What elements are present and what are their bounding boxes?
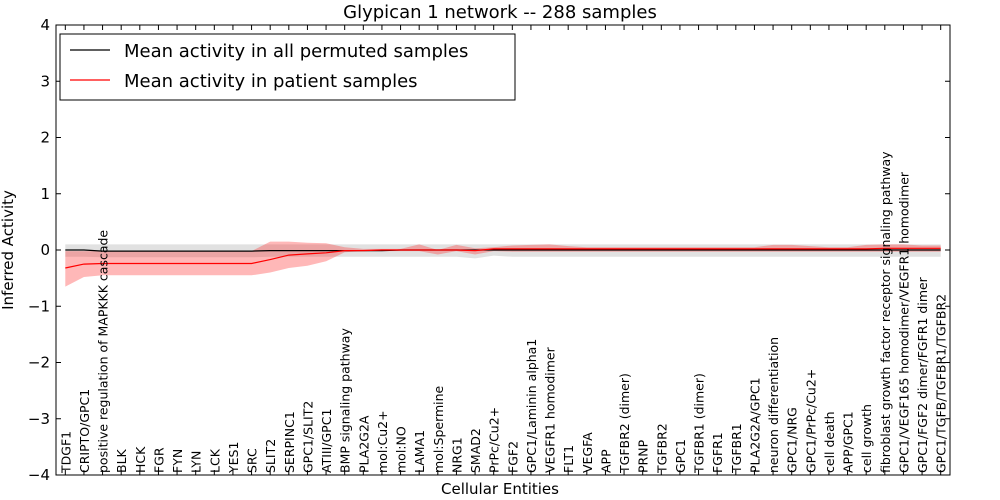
series-lines	[65, 247, 941, 269]
x-tick-label: FGF2	[505, 441, 520, 473]
line-permuted	[65, 249, 941, 252]
x-tick-label: YES1	[226, 442, 241, 474]
x-tick-label: GPC1/NRG	[785, 407, 800, 473]
confidence-bands	[65, 241, 941, 287]
x-tick-label: FLT1	[561, 445, 576, 473]
x-tick-label: PLA2G2A/GPC1	[747, 377, 762, 473]
x-tick-label: cell death	[822, 411, 837, 473]
y-tick-label: −4	[28, 466, 50, 484]
y-axis: −4 −3 −2 −1 0 1 2 3 4	[28, 16, 950, 484]
x-tick-label: SRC	[245, 448, 260, 473]
y-tick-label: 2	[40, 129, 50, 147]
x-tick-label: HCK	[133, 446, 148, 473]
x-tick-label: TGFBR2	[654, 423, 669, 474]
x-tick-label: PRNP	[636, 439, 651, 473]
x-tick-label: GPC1/SLIT2	[300, 401, 315, 473]
x-tick-label: GPC1/PrPc/Cu2+	[803, 369, 818, 473]
x-tick-label: VEGFR1 homodimer	[543, 346, 558, 473]
y-tick-label: 3	[40, 72, 50, 90]
y-tick-label: 0	[40, 241, 50, 259]
x-tick-label: TGFBR1	[729, 423, 744, 474]
chart-title: Glypican 1 network -- 288 samples	[343, 2, 657, 23]
x-axis: TDGF1 CRIPTO/GPC1 positive regulation of M…	[58, 25, 949, 475]
x-tick-label: GPC1	[673, 439, 688, 473]
x-tick-label: mol:NO	[394, 426, 409, 473]
x-tick-label: GPC1/VEGF165 homodimer/VEGFR1 homodimer	[896, 171, 911, 473]
y-tick-label: −2	[28, 354, 50, 372]
x-tick-label: FYN	[170, 449, 185, 473]
x-tick-label: GPC1/Laminin alpha1	[524, 339, 539, 473]
x-tick-label: BMP signaling pathway	[338, 328, 353, 473]
x-tick-label: NRG1	[449, 437, 464, 473]
x-tick-label: neuron differentiation	[766, 337, 781, 473]
y-tick-label: −3	[28, 410, 50, 428]
y-tick-label: 4	[40, 16, 50, 34]
legend-box	[59, 33, 516, 101]
x-tick-label: GPC1/FGF2 dimer/FGFR1 dimer	[915, 276, 930, 473]
x-tick-label: ATIII/GPC1	[319, 409, 334, 473]
x-tick-label: APP	[598, 449, 613, 473]
y-axis-label: Inferred Activity	[0, 190, 17, 310]
legend-label-permuted: Mean activity in all permuted samples	[124, 41, 468, 62]
x-tick-label: TDGF1	[58, 431, 73, 474]
x-tick-label: cell growth	[859, 404, 874, 473]
x-tick-label: SERPINC1	[282, 411, 297, 473]
x-tick-label: SLIT2	[263, 439, 278, 473]
x-tick-label: mol:Spermine	[431, 385, 446, 473]
x-tick-label: VEGFA	[580, 432, 595, 473]
x-tick-label: LAMA1	[412, 430, 427, 473]
x-tick-label: CRIPTO/GPC1	[77, 389, 92, 473]
x-tick-label: BLK	[114, 448, 129, 473]
x-tick-label: PrPc/Cu2+	[487, 407, 502, 473]
x-tick-label: LCK	[207, 448, 222, 473]
legend: Mean activity in all permuted samples Me…	[59, 33, 516, 101]
x-tick-label: positive regulation of MAPKKK cascade	[96, 230, 111, 473]
y-tick-label: −1	[28, 297, 50, 315]
line-patient	[65, 247, 941, 269]
x-tick-label: LYN	[189, 451, 204, 473]
x-tick-label: SMAD2	[468, 428, 483, 473]
x-tick-label: APP/GPC1	[841, 411, 856, 473]
y-tick-label: 1	[40, 185, 50, 203]
x-tick-label: mol:Cu2+	[375, 410, 390, 473]
band-permuted	[65, 244, 941, 259]
x-tick-label: PLA2G2A	[356, 415, 371, 473]
x-tick-label: FGR	[151, 447, 166, 473]
legend-label-patient: Mean activity in patient samples	[124, 71, 418, 92]
x-tick-label: FGFR1	[710, 432, 725, 473]
x-tick-label: TGFBR2 (dimer)	[617, 373, 632, 474]
x-tick-label: fibroblast growth factor receptor signal…	[878, 151, 893, 473]
band-patient	[65, 241, 941, 287]
x-tick-label: GPC1/TGFB/TGFBR1/TGFBR2	[934, 294, 949, 473]
x-tick-label: TGFBR1 (dimer)	[692, 373, 707, 474]
x-axis-label: Cellular Entities	[441, 480, 559, 498]
